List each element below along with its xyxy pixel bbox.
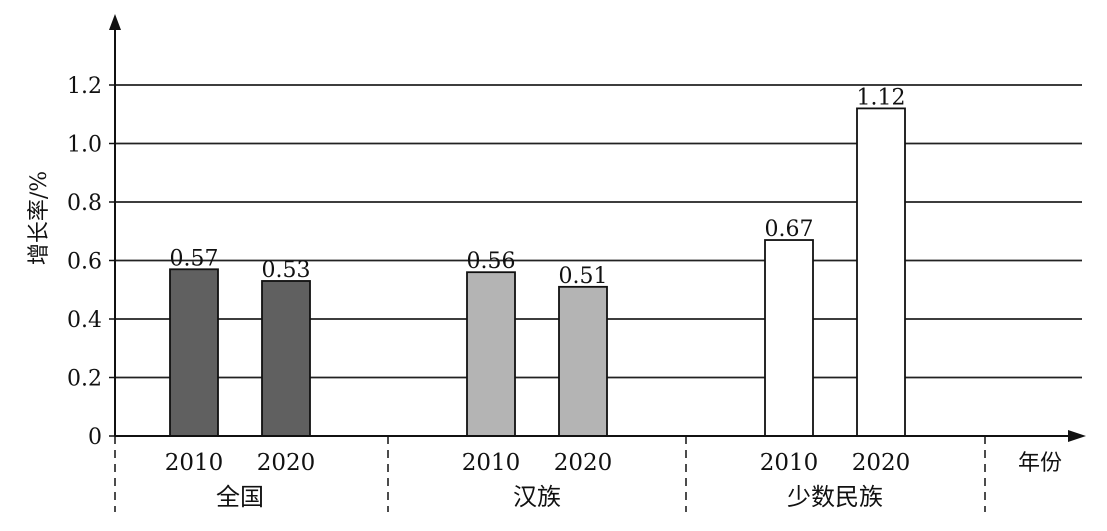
- bar-汉族-2010: [466, 271, 516, 437]
- y-tick-label: 0: [88, 425, 102, 450]
- bar-汉族-2020: [558, 285, 608, 437]
- x-category-label: 2010: [760, 450, 819, 476]
- bar-全国-2020: [261, 280, 311, 437]
- y-tick-label: 0.6: [67, 250, 102, 275]
- data-label: 0.51: [559, 264, 608, 289]
- x-category-label: 2010: [462, 450, 521, 476]
- x-category-label: 2020: [852, 450, 911, 476]
- data-label: 0.53: [262, 258, 311, 283]
- axes: [109, 14, 1086, 442]
- y-axis-label: 增长率/%: [27, 171, 52, 265]
- x-category-label: 2020: [554, 450, 613, 476]
- data-label: 0.56: [467, 249, 516, 274]
- group-label: 少数民族: [787, 483, 883, 511]
- bars: 0.57 0.53 0.56 0.51 0.67 1.12: [169, 85, 906, 437]
- y-tick-label: 1.2: [67, 74, 102, 99]
- bar-全国-2010: [169, 268, 219, 437]
- group-label: 汉族: [513, 483, 561, 511]
- data-label: 1.12: [857, 85, 906, 110]
- y-tick-label: 0.4: [67, 308, 102, 333]
- y-tick-label: 0.2: [67, 367, 102, 392]
- data-label: 0.67: [765, 217, 814, 242]
- y-tick-label: 1.0: [67, 133, 102, 158]
- y-tick-label: 0.8: [67, 191, 102, 216]
- x-category-label: 2010: [165, 450, 224, 476]
- x-category-label: 2020: [257, 450, 316, 476]
- bar-少数民族-2020: [856, 107, 906, 437]
- x-axis-label: 年份: [1018, 451, 1062, 476]
- y-axis-arrow-icon: [109, 14, 121, 30]
- x-axis-arrow-icon: [1068, 430, 1086, 442]
- y-axis-ticks: 0 0.2 0.4 0.6 0.8 1.0 1.2: [67, 74, 115, 450]
- bar-少数民族-2010: [764, 239, 814, 437]
- group-separators: [114, 436, 986, 512]
- x-axis-labels: 2010 2020 全国 2010 2020 汉族 2010 2020 少数民族: [165, 450, 911, 511]
- data-label: 0.57: [170, 246, 219, 271]
- group-label: 全国: [216, 483, 264, 511]
